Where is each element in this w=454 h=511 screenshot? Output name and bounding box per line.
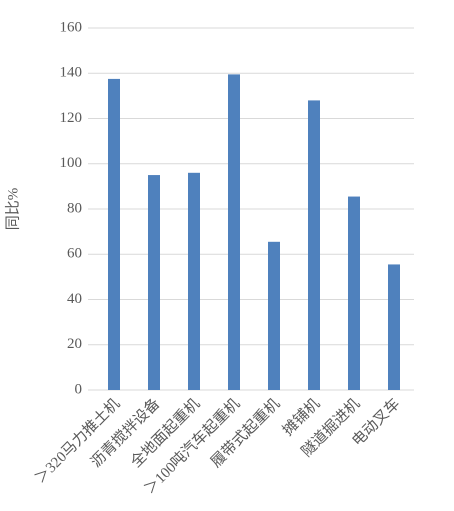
y-tick-label: 100 [60,155,83,171]
bar [268,241,280,390]
y-tick-label: 40 [67,291,82,307]
x-tick-label: 全地面起重机 [127,395,203,471]
bar [148,175,160,390]
y-tick-label: 80 [67,200,82,216]
y-tick-label: 20 [67,336,82,352]
y-axis-label: 同比% [4,188,21,231]
y-tick-label: 0 [75,381,83,397]
y-tick-label: 120 [60,110,83,126]
bar [108,78,120,390]
x-tick-label: 履带式起重机 [208,395,284,471]
bar [308,100,320,391]
bar [228,74,240,390]
y-tick-label: 140 [60,65,83,81]
bar [188,172,200,390]
x-tick-label: 沥青搅拌设备 [88,395,164,471]
y-tick-label: 160 [60,19,83,35]
bar [348,196,360,390]
y-tick-label: 60 [67,246,82,262]
bar [388,264,400,390]
